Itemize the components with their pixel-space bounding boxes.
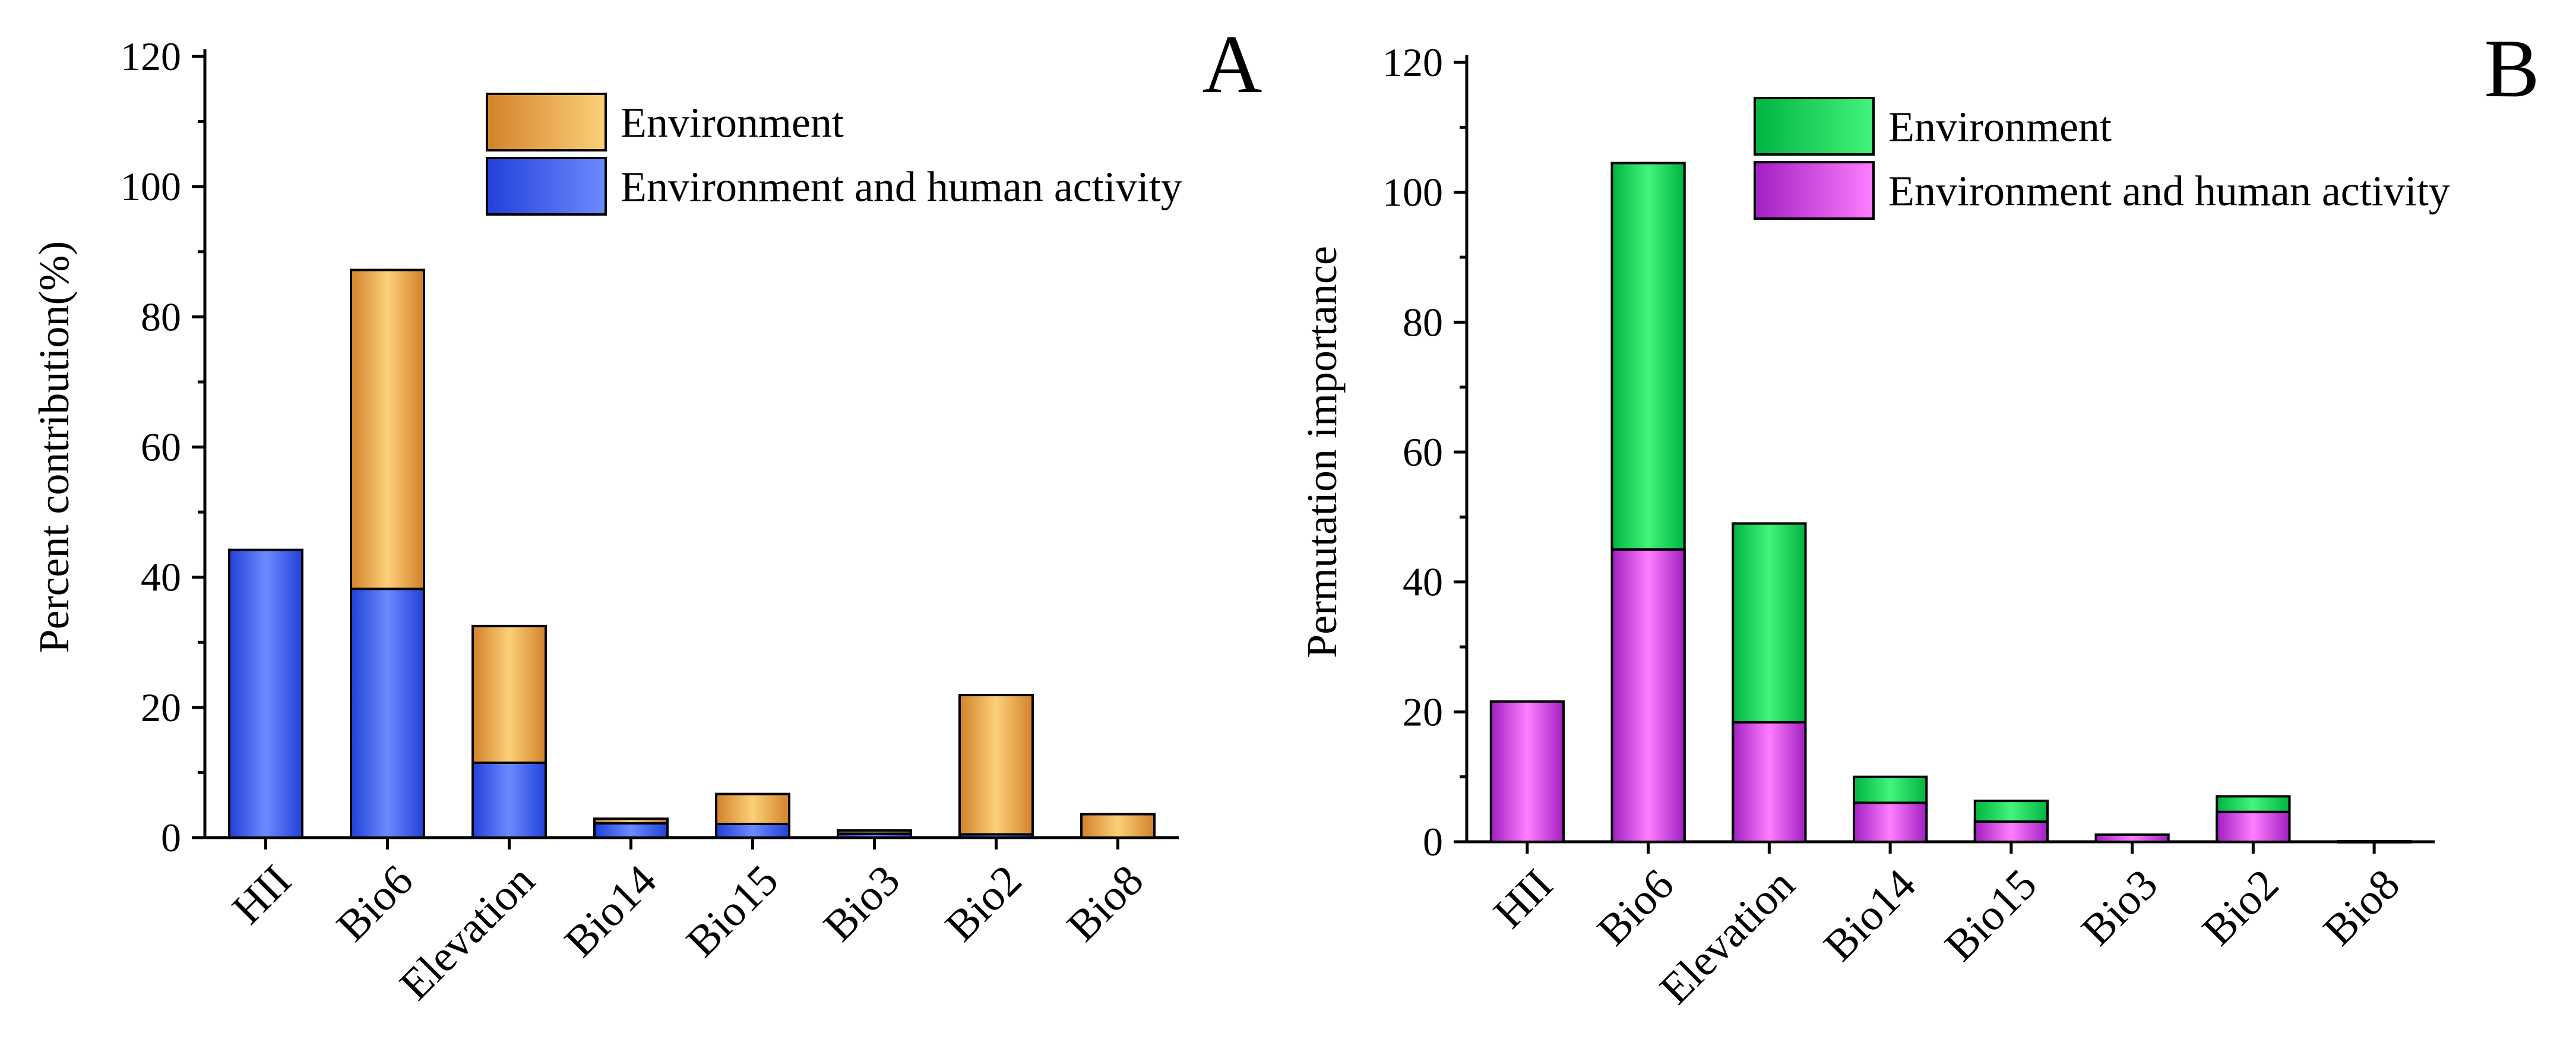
x-tick-label: Bio14 — [555, 856, 666, 967]
legend-swatch — [486, 157, 607, 216]
bar-hii-env-human — [228, 548, 303, 839]
legend-label: Environment — [621, 99, 844, 147]
bar-bio2-env — [958, 694, 1034, 839]
x-tick-label: Elevation — [391, 856, 545, 1010]
y-tick-label: 40 — [1403, 560, 1443, 605]
x-tick-label: HII — [223, 856, 301, 934]
legend-swatch — [486, 93, 607, 151]
bar-elevation-env-human — [471, 761, 547, 839]
bar-bio14-env-human — [1853, 801, 1928, 844]
x-tick-label: Bio15 — [677, 856, 787, 967]
y-tick-label: 0 — [1423, 819, 1443, 864]
x-tick-label: HII — [1485, 860, 1562, 938]
bar-bio6-env-human — [350, 588, 425, 839]
legend: Environment Environment and human activit… — [1754, 97, 2450, 220]
bar-bio15-env-human — [715, 822, 790, 839]
y-tick-label: 0 — [161, 815, 181, 860]
bar-bio8-env — [1080, 813, 1156, 839]
legend-swatch — [1754, 161, 1875, 220]
y-axis-label: Permutation importance — [1298, 246, 1346, 658]
x-tick-label: Bio6 — [1588, 860, 1683, 955]
x-tick-label: Bio8 — [1058, 856, 1153, 951]
bar-elevation-env-human — [1732, 721, 1807, 843]
legend: Environment Environment and human activit… — [486, 93, 1182, 216]
x-tick-label: Bio3 — [2072, 860, 2167, 955]
legend-label: Environment and human activity — [621, 163, 1182, 211]
y-tick-label: 100 — [1382, 170, 1443, 215]
x-tick-label: Bio15 — [1936, 860, 2046, 971]
y-tick-label: 20 — [141, 685, 181, 730]
bar-bio2-env-human — [2216, 810, 2291, 843]
bar-bio2-env-human — [958, 833, 1034, 839]
y-tick-label: 20 — [1403, 689, 1443, 734]
y-tick-label: 60 — [1403, 430, 1443, 475]
y-axis-label: Percent contribution(%) — [30, 241, 78, 653]
y-tick-label: 80 — [141, 294, 181, 339]
x-tick-label: Bio2 — [936, 856, 1031, 951]
y-tick-label: 80 — [1403, 299, 1443, 345]
x-tick-label: Bio6 — [328, 856, 423, 951]
x-tick-label: Bio8 — [2314, 860, 2409, 955]
panel-label: B — [2484, 23, 2539, 115]
bar-bio3-env-human — [2094, 833, 2170, 844]
legend-label: Environment — [1888, 103, 2112, 151]
y-tick-label: 100 — [121, 164, 181, 209]
x-tick-label: Elevation — [1651, 860, 1805, 1014]
x-tick-label: Bio3 — [815, 856, 910, 951]
y-tick-label: 40 — [141, 555, 181, 600]
panel-label: A — [1202, 18, 1262, 110]
legend-label: Environment and human activity — [1888, 168, 2450, 215]
x-tick-label: Bio2 — [2193, 860, 2288, 955]
bar-bio8-env — [2337, 839, 2412, 844]
y-tick-label: 60 — [141, 425, 181, 470]
bar-bio15-env-human — [1973, 820, 2049, 844]
legend-swatch — [1754, 97, 1875, 156]
y-tick-label: 120 — [1382, 40, 1443, 85]
bars — [228, 269, 1156, 839]
x-tick-label: Bio14 — [1815, 860, 1925, 971]
bars — [1489, 162, 2412, 844]
bar-bio14-env-human — [593, 822, 669, 839]
bar-bio6-env-human — [1610, 548, 1686, 843]
bar-bio3-env-human — [837, 832, 912, 839]
bar-hii-env-human — [1489, 700, 1565, 843]
y-tick-label: 120 — [121, 34, 181, 79]
